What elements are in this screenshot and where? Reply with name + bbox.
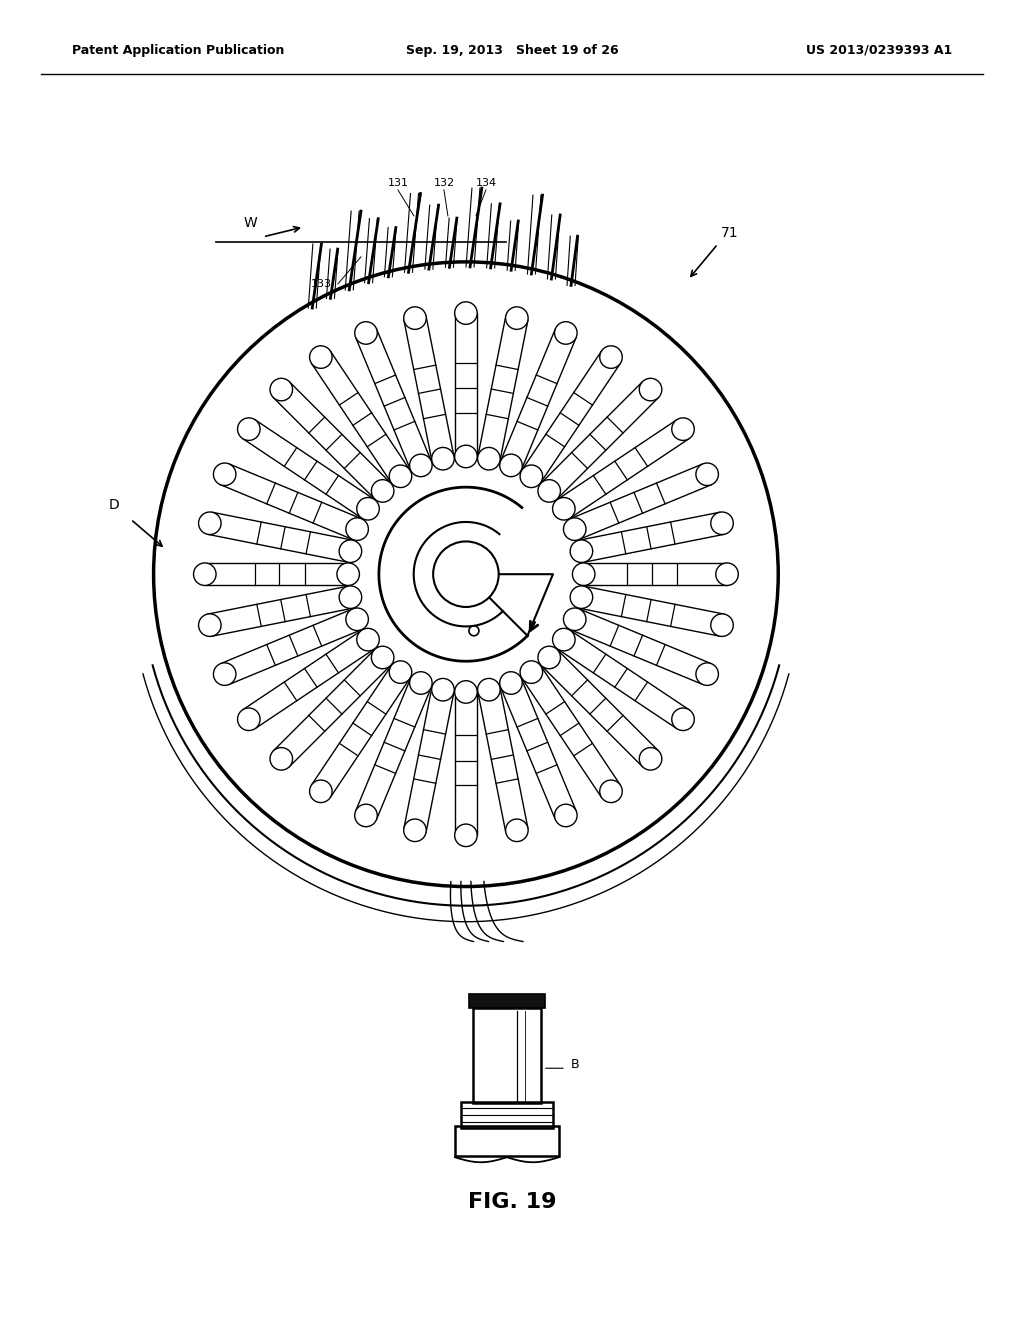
Circle shape [339,586,361,609]
Circle shape [372,479,394,502]
Circle shape [410,454,432,477]
Text: Sep. 19, 2013   Sheet 19 of 26: Sep. 19, 2013 Sheet 19 of 26 [406,44,618,57]
Bar [469,994,545,1008]
Circle shape [672,418,694,441]
Text: US 2013/0239393 A1: US 2013/0239393 A1 [806,44,952,57]
Circle shape [716,562,738,586]
Circle shape [455,824,477,846]
Circle shape [538,647,560,669]
Circle shape [354,322,377,345]
Circle shape [356,498,379,520]
Circle shape [506,306,528,330]
Circle shape [337,562,359,586]
Circle shape [520,661,543,684]
Circle shape [711,614,733,636]
Circle shape [553,628,575,651]
Circle shape [553,498,575,520]
Circle shape [356,628,379,651]
Circle shape [213,663,236,685]
Circle shape [570,540,593,562]
Circle shape [563,609,586,631]
Circle shape [194,562,216,586]
Circle shape [432,447,455,470]
Text: D: D [109,498,119,512]
Text: 71: 71 [721,226,738,240]
Circle shape [455,302,477,325]
Circle shape [309,780,332,803]
Circle shape [389,465,412,487]
Circle shape [372,647,394,669]
Circle shape [455,681,477,704]
Circle shape [538,479,560,502]
Circle shape [354,804,377,826]
Bar [455,1126,559,1156]
Circle shape [600,780,623,803]
Circle shape [639,379,662,401]
Circle shape [270,379,293,401]
Circle shape [389,661,412,684]
Circle shape [403,306,426,330]
Circle shape [696,663,719,685]
Circle shape [555,804,578,826]
Circle shape [433,541,499,607]
Circle shape [563,517,586,540]
Text: B: B [571,1059,580,1072]
Text: 131: 131 [387,178,409,187]
Text: 134: 134 [475,178,497,187]
Circle shape [410,672,432,694]
Circle shape [199,512,221,535]
Text: W: W [243,216,257,230]
Circle shape [520,465,543,487]
Text: FIG. 19: FIG. 19 [468,1192,556,1212]
Circle shape [238,708,260,730]
Circle shape [639,747,662,770]
Circle shape [555,322,578,345]
Circle shape [500,672,522,694]
Circle shape [570,586,593,609]
Text: Patent Application Publication: Patent Application Publication [72,44,284,57]
Circle shape [477,678,500,701]
Circle shape [455,445,477,467]
Text: 133: 133 [310,279,332,289]
Circle shape [696,463,719,486]
Circle shape [309,346,332,368]
Circle shape [506,818,528,842]
Circle shape [403,818,426,842]
Polygon shape [466,574,553,636]
Circle shape [346,609,369,631]
Circle shape [672,708,694,730]
Circle shape [213,463,236,486]
Circle shape [600,346,623,368]
Circle shape [711,512,733,535]
Circle shape [572,562,595,586]
Circle shape [432,678,455,701]
Circle shape [339,540,361,562]
Circle shape [477,447,500,470]
Bar [473,1008,541,1104]
Circle shape [238,418,260,441]
Circle shape [346,517,369,540]
Text: 132: 132 [433,178,455,187]
Circle shape [500,454,522,477]
Bar [461,1102,553,1129]
Circle shape [199,614,221,636]
Circle shape [270,747,293,770]
